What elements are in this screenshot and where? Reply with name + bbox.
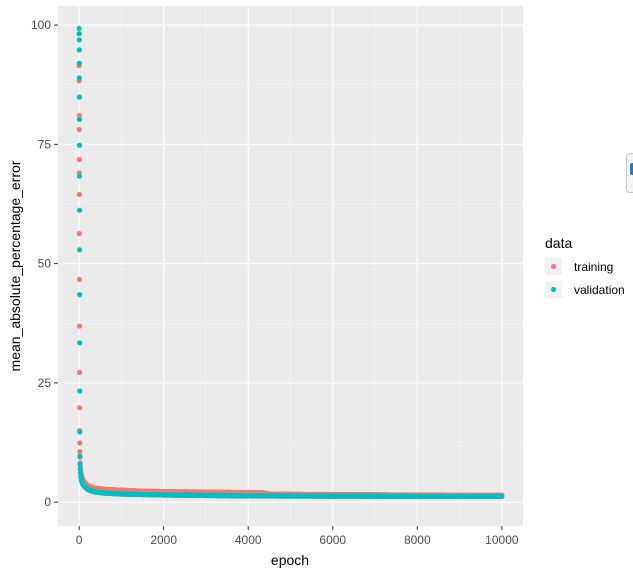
- data-point-training: [76, 230, 83, 237]
- legend-title: data: [545, 235, 572, 251]
- data-point-validation: [93, 489, 99, 495]
- x-tick-label: 6000: [319, 533, 346, 547]
- x-axis-title: epoch: [271, 552, 309, 568]
- data-point-validation: [245, 493, 251, 499]
- data-point-validation: [76, 75, 82, 81]
- data-point-validation: [77, 470, 84, 476]
- data-point-training: [76, 323, 83, 329]
- y-tick-label: 75: [38, 137, 52, 151]
- series-validation: [76, 25, 505, 500]
- data-point-validation: [101, 490, 108, 496]
- data-point-validation: [435, 493, 442, 500]
- widget-icon: [630, 163, 633, 175]
- data-point-validation: [330, 493, 336, 499]
- data-point-validation: [224, 493, 230, 499]
- data-point-validation: [76, 60, 82, 66]
- data-point-training: [77, 440, 83, 446]
- legend-key-point: [550, 286, 557, 293]
- data-point-validation: [118, 491, 125, 497]
- data-point-validation: [161, 492, 167, 498]
- data-point-training: [76, 191, 83, 198]
- legend-label-training: training: [574, 260, 613, 274]
- legend: data training validation: [545, 235, 625, 298]
- x-tick-label: 4000: [235, 533, 262, 547]
- data-point-training: [76, 113, 82, 119]
- data-point-validation: [309, 493, 315, 499]
- y-tick-label: 25: [38, 376, 52, 390]
- data-point-validation: [76, 94, 83, 100]
- data-point-validation: [77, 466, 83, 472]
- data-point-validation: [499, 493, 505, 500]
- legend-label-validation: validation: [574, 283, 625, 297]
- data-point-validation: [76, 25, 82, 32]
- x-tick-label: 0: [76, 533, 83, 547]
- x-tick-label: 10000: [485, 533, 519, 547]
- data-point-validation: [414, 493, 420, 500]
- data-point-training: [77, 369, 83, 375]
- data-point-validation: [266, 493, 272, 499]
- minor-gridlines: [58, 6, 523, 526]
- legend-key-point: [550, 263, 557, 270]
- data-point-validation: [76, 31, 82, 37]
- y-axis-title: mean_absolute_percentage_error: [7, 160, 23, 371]
- data-point-training: [76, 276, 83, 282]
- data-point-validation: [76, 37, 82, 43]
- x-tick-label: 2000: [150, 533, 177, 547]
- data-point-validation: [77, 453, 83, 459]
- data-point-validation: [77, 247, 83, 253]
- data-point-validation: [287, 493, 294, 499]
- x-axis: 0 2000 4000 6000 8000 10000: [76, 526, 519, 547]
- data-point-validation: [182, 492, 188, 498]
- x-tick-label: 8000: [404, 533, 431, 547]
- data-point-validation: [372, 493, 378, 499]
- data-point-training: [77, 405, 83, 411]
- partial-widget-edge[interactable]: [626, 153, 633, 193]
- data-point-validation: [76, 47, 82, 53]
- data-point-validation: [77, 292, 83, 298]
- data-point-validation: [351, 493, 357, 499]
- y-tick-label: 100: [31, 18, 51, 32]
- data-point-validation: [77, 340, 83, 346]
- y-tick-label: 50: [38, 257, 52, 271]
- data-point-validation: [77, 207, 83, 213]
- data-point-training: [76, 126, 82, 133]
- data-point-validation: [478, 493, 484, 500]
- data-point-validation: [77, 461, 83, 467]
- data-point-validation: [139, 491, 146, 498]
- data-point-validation: [89, 488, 95, 494]
- data-point-validation: [76, 173, 83, 179]
- data-point-training: [76, 157, 82, 163]
- data-point-validation: [77, 388, 83, 394]
- data-point-validation: [77, 429, 83, 435]
- data-point-training: [77, 448, 83, 455]
- major-gridlines: [58, 6, 523, 526]
- data-point-validation: [110, 490, 116, 497]
- y-tick-label: 0: [44, 495, 51, 509]
- data-point-validation: [76, 116, 83, 123]
- data-point-validation: [393, 493, 399, 499]
- data-point-validation: [456, 493, 463, 500]
- data-point-validation: [76, 142, 83, 148]
- data-point-validation: [203, 492, 209, 499]
- data-points: [76, 25, 505, 500]
- data-point-validation: [84, 486, 91, 492]
- y-axis: 0 25 50 75 100: [31, 18, 58, 509]
